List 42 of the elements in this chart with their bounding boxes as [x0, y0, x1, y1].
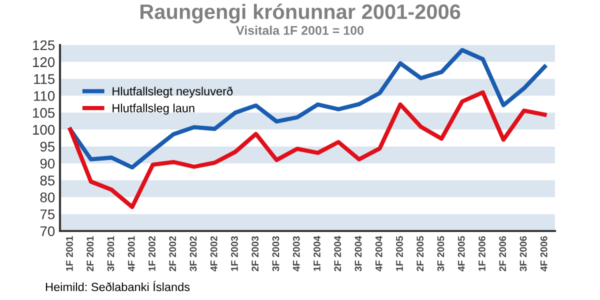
- x-tick-label: 3F 2001: [107, 236, 114, 272]
- x-tick-label: 4F 2003: [292, 236, 300, 272]
- y-tick-label: 110: [34, 91, 55, 101]
- x-tick-label: 2F 2005: [416, 236, 424, 272]
- chart-subtitle: Visitala 1F 2001 = 100: [236, 26, 364, 35]
- x-tick-label: 2F 2006: [499, 236, 506, 272]
- x-tick-label: 4F 2004: [375, 236, 382, 272]
- x-tick-label: 1F 2005: [396, 236, 403, 271]
- chart-title: Raungengi krónunnar 2001-2006: [140, 4, 460, 24]
- x-tick-label: 4F 2006: [540, 236, 548, 272]
- x-tick-label: 3F 2002: [190, 236, 197, 272]
- x-tick-label: 1F 2004: [314, 236, 320, 271]
- line-series: [68, 48, 547, 170]
- x-tick-label: 3F 2004: [354, 236, 362, 272]
- x-tick-label: 3F 2005: [437, 236, 444, 272]
- y-tick-label: 80: [40, 192, 55, 202]
- y-tick-label: 125: [33, 40, 55, 50]
- y-tick-label: 105: [33, 108, 55, 118]
- x-tick-label: 2F 2001: [86, 236, 94, 272]
- x-tick-label: 4F 2002: [210, 236, 218, 272]
- x-tick-label: 1F 2001: [66, 236, 73, 271]
- x-tick-label: 3F 2006: [520, 236, 527, 272]
- x-tick-label: 1F 2003: [231, 236, 238, 271]
- x-tick-label: 3F 2003: [272, 236, 280, 272]
- legend-label: Hlutfallsleg laun: [112, 104, 194, 115]
- text: Heimild: Seðlabanki Íslands: [46, 280, 190, 292]
- x-tick-label: 2F 2003: [252, 236, 259, 272]
- x-tick-label: 1F 2002: [148, 236, 156, 271]
- y-tick-label: 115: [34, 74, 55, 84]
- y-tick-label: 100: [33, 124, 55, 135]
- x-tick-label: 2F 2002: [169, 236, 176, 272]
- y-tick-label: 70: [40, 226, 55, 236]
- y-tick-label: 75: [40, 210, 55, 220]
- legend-label: Hlutfallslegt neysluverð: [112, 86, 233, 98]
- x-tick-label: 1F 2006: [478, 236, 486, 271]
- y-tick-label: 95: [40, 142, 55, 152]
- x-tick-label: 2F 2004: [334, 236, 342, 272]
- y-tick-label: 120: [33, 57, 55, 68]
- x-tick-label: 4F 2005: [458, 236, 465, 272]
- y-tick-label: 85: [40, 176, 55, 186]
- y-tick-label: 90: [40, 158, 55, 169]
- x-tick-label: 4F 2001: [128, 236, 135, 272]
